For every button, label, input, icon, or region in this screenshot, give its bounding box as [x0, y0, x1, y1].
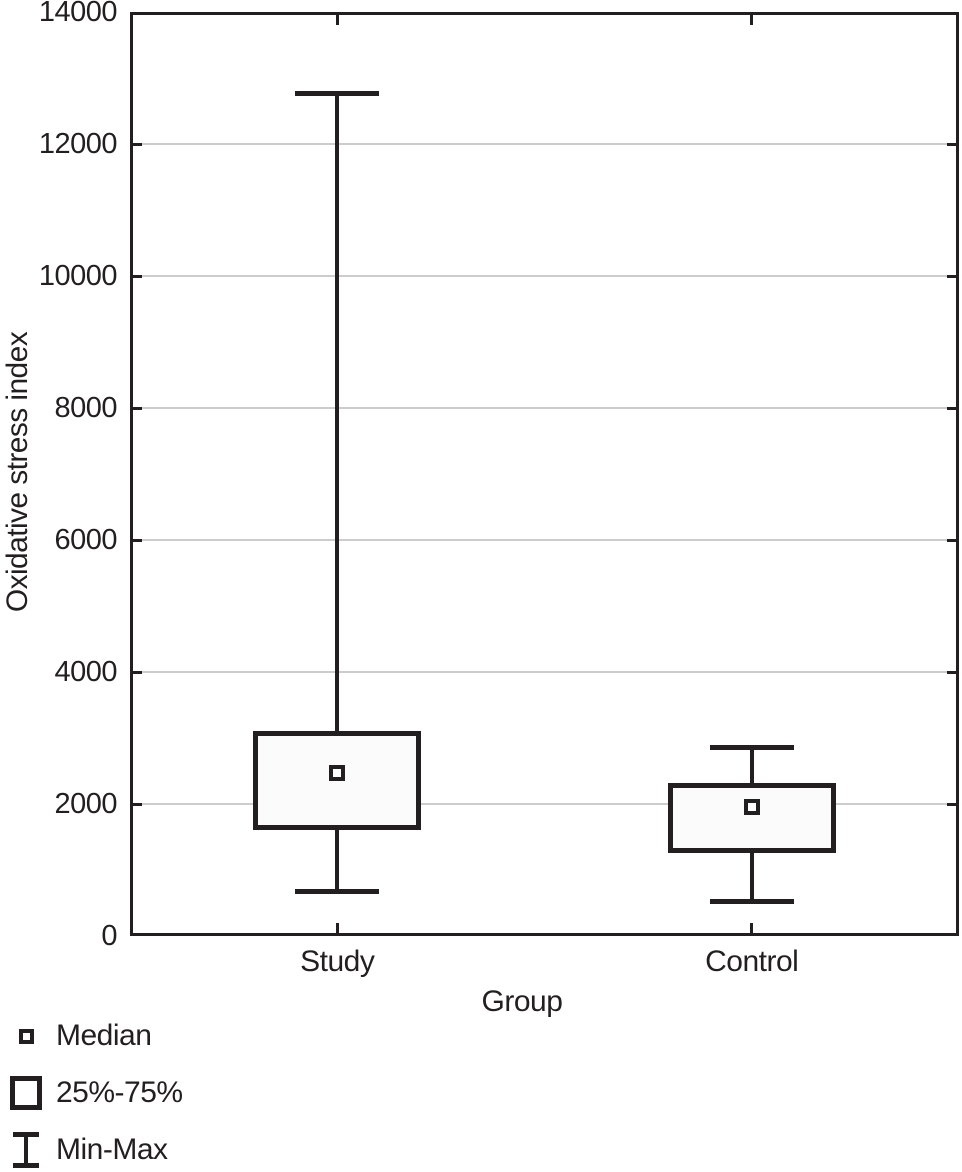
x-tick-label-control: Control: [705, 945, 799, 978]
x-tick-mark-bottom-study: [335, 923, 339, 933]
gridline: [133, 803, 956, 805]
y-tick-label: 6000: [54, 524, 117, 556]
y-tick-label: 4000: [54, 656, 117, 688]
y-tick-mark-right: [947, 538, 957, 542]
legend-marker-cell: [6, 1132, 46, 1168]
y-tick-mark-right: [947, 142, 957, 146]
median-marker-control: [743, 799, 760, 816]
y-tick-mark-left: [132, 538, 142, 542]
x-tick-mark-bottom-control: [750, 923, 754, 933]
whisker-cap-min-study: [295, 889, 380, 895]
whisker-line: [24, 1137, 28, 1163]
y-tick-mark-left: [132, 670, 142, 674]
y-tick-label: 14000: [38, 0, 118, 28]
whisker-cap-max-study: [295, 91, 380, 97]
legend-label-minmax: Min-Max: [56, 1133, 168, 1166]
gridline: [133, 143, 956, 145]
y-tick-mark-left: [132, 802, 142, 806]
legend-marker-cell: [6, 1076, 46, 1110]
y-tick-mark-right: [947, 274, 957, 278]
x-tick-mark-top-control: [750, 15, 754, 25]
legend-item-median: Median: [6, 1012, 326, 1060]
legend-item-minmax: Min-Max: [6, 1126, 326, 1172]
gridline: [133, 539, 956, 541]
y-tick-mark-right: [947, 406, 957, 410]
legend-marker-cell: [6, 1028, 46, 1044]
y-tick-label: 0: [101, 920, 117, 952]
y-axis-title: Oxidative stress index: [1, 331, 34, 613]
whisker-lower-line-control: [749, 849, 754, 901]
whisker-upper-line-control: [749, 747, 754, 786]
x-axis-title: Group: [481, 985, 563, 1018]
y-tick-label: 12000: [38, 128, 118, 160]
legend-label-median: Median: [56, 1019, 152, 1052]
legend: Median 25%-75% Min-Max: [6, 1012, 326, 1172]
whisker-cap-max-control: [709, 745, 794, 751]
y-tick-label: 2000: [54, 788, 117, 820]
median-marker-study: [329, 764, 346, 781]
x-tick-label-study: Study: [300, 945, 375, 978]
legend-item-iqr: 25%-75%: [6, 1069, 326, 1117]
whisker-lower-line-study: [335, 827, 340, 892]
y-tick-label: 10000: [38, 260, 118, 292]
gridline: [133, 275, 956, 277]
whisker-top-cap: [13, 1132, 39, 1137]
plot-frame: [130, 12, 959, 936]
iqr-box-control: [667, 782, 836, 853]
minmax-whisker-icon: [13, 1132, 39, 1168]
y-tick-mark-left: [132, 142, 142, 146]
whisker-cap-min-control: [709, 898, 794, 904]
x-tick-mark-top-study: [335, 15, 339, 25]
median-marker-icon: [18, 1028, 34, 1044]
legend-label-iqr: 25%-75%: [56, 1076, 183, 1109]
y-tick-mark-right: [947, 670, 957, 674]
y-tick-label: 8000: [54, 392, 117, 424]
gridline: [133, 407, 956, 409]
y-tick-mark-right: [947, 802, 957, 806]
gridline: [133, 671, 956, 673]
iqr-box-icon: [10, 1076, 42, 1110]
whisker-bottom-cap: [13, 1163, 39, 1168]
y-tick-mark-left: [132, 406, 142, 410]
y-tick-mark-left: [132, 274, 142, 278]
whisker-upper-line-study: [335, 93, 340, 735]
